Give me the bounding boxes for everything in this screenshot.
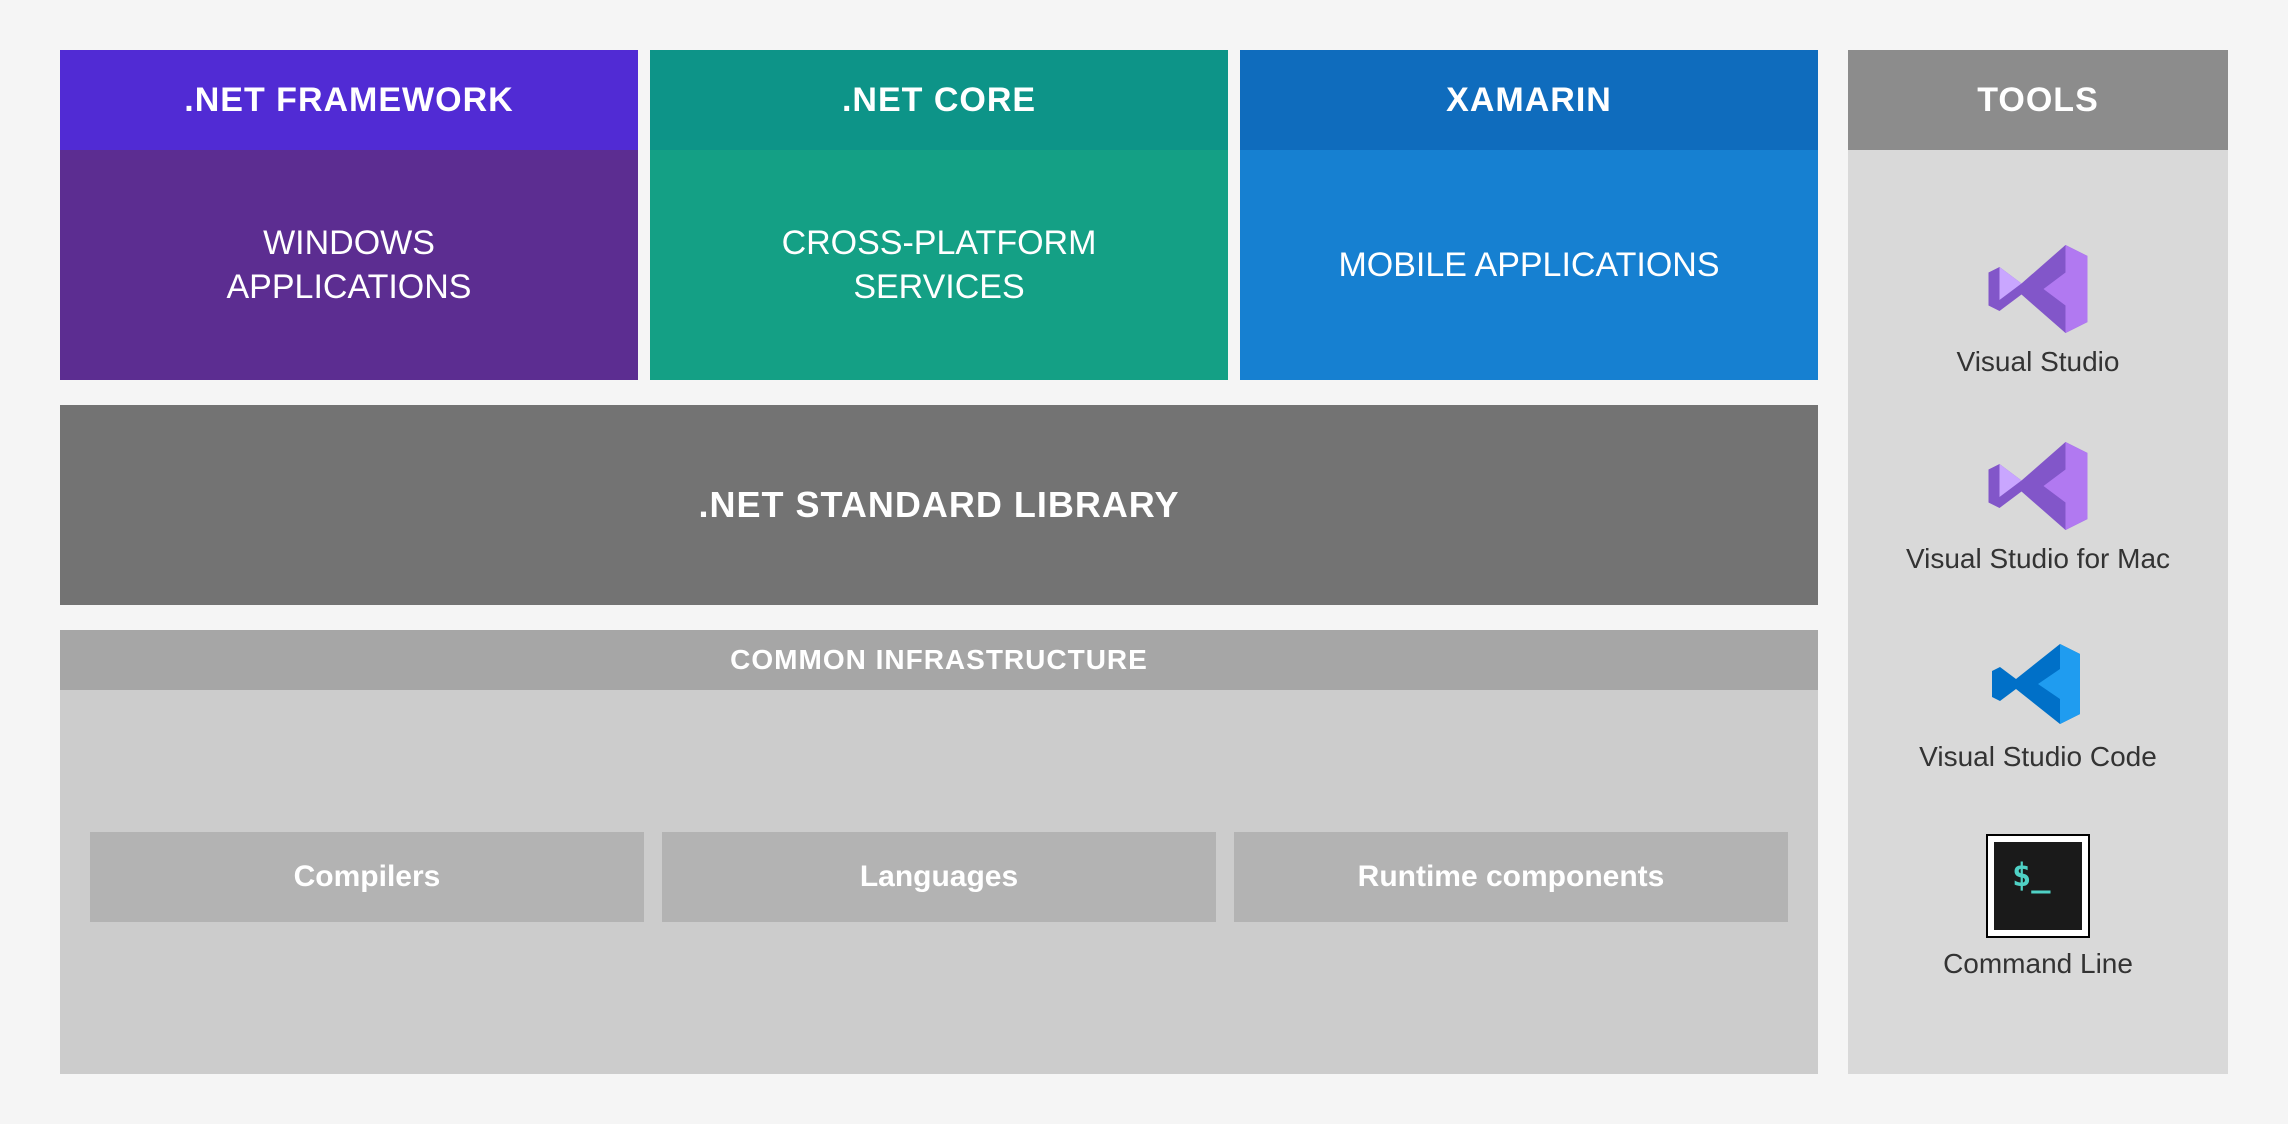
platform-header: .NET CORE [650,50,1228,150]
main-column: .NET FRAMEWORK WINDOWS APPLICATIONS .NET… [60,50,1818,1074]
platform-body: MOBILE APPLICATIONS [1240,150,1818,380]
infra-item-compilers: Compilers [90,832,644,922]
visual-studio-icon [1983,244,2093,334]
platform-header: XAMARIN [1240,50,1818,150]
tool-vscode: Visual Studio Code [1919,639,2157,773]
terminal-icon: $_ [1988,836,2088,936]
tool-label: Visual Studio [1957,346,2120,378]
infra-body: Compilers Languages Runtime components [60,690,1818,1074]
infra-item-languages: Languages [662,832,1216,922]
infra-header: COMMON INFRASTRUCTURE [60,630,1818,690]
tools-body: Visual Studio Visual Studio for Mac Visu… [1848,150,2228,1074]
platform-body: WINDOWS APPLICATIONS [60,150,638,380]
standard-library: .NET STANDARD LIBRARY [60,405,1818,605]
platform-xamarin: XAMARIN MOBILE APPLICATIONS [1240,50,1818,380]
visual-studio-mac-icon [1983,441,2093,531]
tool-command-line: $_ Command Line [1943,836,2133,980]
platform-net-core: .NET CORE CROSS-PLATFORM SERVICES [650,50,1228,380]
tool-label: Visual Studio for Mac [1906,543,2170,575]
tool-visual-studio: Visual Studio [1957,244,2120,378]
platform-body: CROSS-PLATFORM SERVICES [650,150,1228,380]
platforms-row: .NET FRAMEWORK WINDOWS APPLICATIONS .NET… [60,50,1818,380]
platform-header: .NET FRAMEWORK [60,50,638,150]
tools-column: TOOLS Visual Studio Visual Studio for Ma… [1848,50,2228,1074]
infra-item-runtime: Runtime components [1234,832,1788,922]
platform-net-framework: .NET FRAMEWORK WINDOWS APPLICATIONS [60,50,638,380]
common-infrastructure: COMMON INFRASTRUCTURE Compilers Language… [60,630,1818,1074]
tool-label: Visual Studio Code [1919,741,2157,773]
tools-header: TOOLS [1848,50,2228,150]
vscode-icon [1988,639,2088,729]
tool-visual-studio-mac: Visual Studio for Mac [1906,441,2170,575]
tool-label: Command Line [1943,948,2133,980]
